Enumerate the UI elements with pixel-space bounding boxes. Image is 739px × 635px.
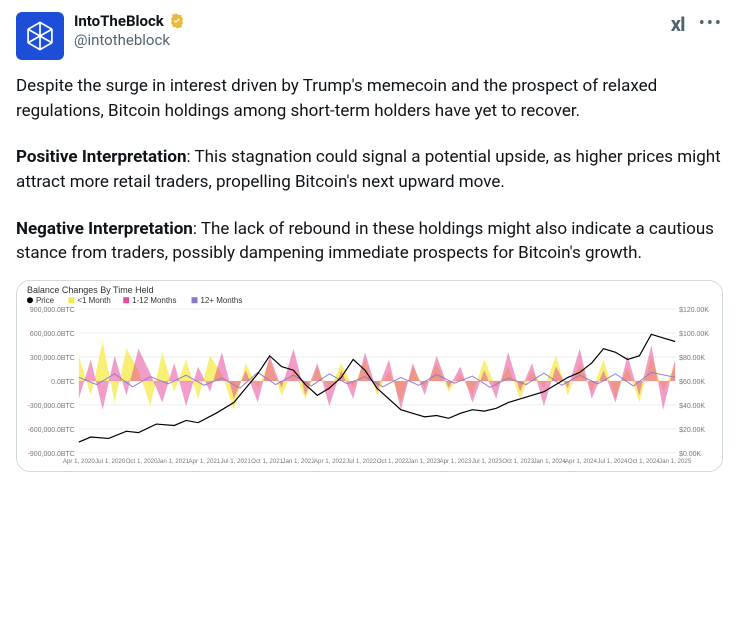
svg-text:-300,000.0BTC: -300,000.0BTC [28,403,75,410]
chart-svg: Balance Changes By Time HeldPrice <1 Mont… [17,281,722,471]
avatar-logo-icon [23,19,57,53]
avatar[interactable] [16,12,64,60]
tweet-paragraph: Negative Interpretation: The lack of reb… [16,217,723,266]
svg-text:300,000.0BTC: 300,000.0BTC [30,355,75,362]
chart-image[interactable]: Balance Changes By Time HeldPrice <1 Mont… [16,280,723,472]
display-name[interactable]: IntoTheBlock [74,12,164,30]
tweet-paragraph: Positive Interpretation: This stagnation… [16,145,723,194]
grok-icon[interactable]: xI [671,12,685,36]
svg-text:Jul 1, 2021: Jul 1, 2021 [221,458,252,465]
verified-badge-icon [168,12,186,30]
svg-text:Jan 1, 2024: Jan 1, 2024 [533,458,566,465]
svg-text:Apr 1, 2024: Apr 1, 2024 [565,458,597,465]
tweet-paragraph: Despite the surge in interest driven by … [16,74,723,123]
svg-text:Jan 1, 2021: Jan 1, 2021 [157,458,190,465]
svg-text:-600,000.0BTC: -600,000.0BTC [28,427,75,434]
svg-text:$120.00K: $120.00K [679,307,709,314]
svg-text:Jul 1, 2024: Jul 1, 2024 [597,458,628,465]
svg-text:Oct 1, 2024: Oct 1, 2024 [628,458,660,465]
more-icon[interactable]: ••• [699,15,723,33]
svg-text:Jan 1, 2025: Jan 1, 2025 [659,458,692,465]
svg-text:$40.00K: $40.00K [679,403,705,410]
svg-text:Oct 1, 2020: Oct 1, 2020 [126,458,158,465]
svg-text:$100.00K: $100.00K [679,331,709,338]
negative-label: Negative Interpretation [16,219,193,239]
svg-text:1-12 Months: 1-12 Months [132,296,176,305]
tweet-header: IntoTheBlock @intotheblock xI ••• [16,12,723,60]
positive-label: Positive Interpretation [16,147,187,167]
svg-text:0.0BTC: 0.0BTC [51,379,75,386]
svg-text:$60.00K: $60.00K [679,379,705,386]
svg-text:Jul 1, 2022: Jul 1, 2022 [346,458,377,465]
svg-text:$0.00K: $0.00K [679,451,701,458]
svg-text:-900,000.0BTC: -900,000.0BTC [28,451,75,458]
svg-text:Apr 1, 2023: Apr 1, 2023 [439,458,471,465]
svg-text:12+ Months: 12+ Months [200,296,242,305]
svg-text:Balance Changes By Time Held: Balance Changes By Time Held [27,285,154,295]
svg-text:Oct 1, 2023: Oct 1, 2023 [502,458,534,465]
svg-text:Apr 1, 2021: Apr 1, 2021 [188,458,220,465]
svg-text:$80.00K: $80.00K [679,355,705,362]
svg-text:Apr 1, 2020: Apr 1, 2020 [63,458,95,465]
svg-text:<1 Month: <1 Month [77,296,110,305]
tweet-actions: xI ••• [671,12,723,36]
svg-text:$20.00K: $20.00K [679,427,705,434]
svg-text:Oct 1, 2022: Oct 1, 2022 [377,458,409,465]
user-handle[interactable]: @intotheblock [74,31,661,49]
svg-text:Jul 1, 2020: Jul 1, 2020 [95,458,126,465]
svg-text:600,000.0BTC: 600,000.0BTC [30,331,75,338]
svg-text:Jan 1, 2023: Jan 1, 2023 [408,458,441,465]
svg-text:900,000.0BTC: 900,000.0BTC [30,307,75,314]
svg-text:Price: Price [36,296,55,305]
svg-text:Jan 1, 2022: Jan 1, 2022 [282,458,315,465]
tweet-body: Despite the surge in interest driven by … [16,74,723,472]
svg-text:Oct 1, 2021: Oct 1, 2021 [251,458,283,465]
svg-text:Apr 1, 2022: Apr 1, 2022 [314,458,346,465]
user-info: IntoTheBlock @intotheblock [74,12,661,49]
svg-text:Jul 1, 2023: Jul 1, 2023 [472,458,503,465]
